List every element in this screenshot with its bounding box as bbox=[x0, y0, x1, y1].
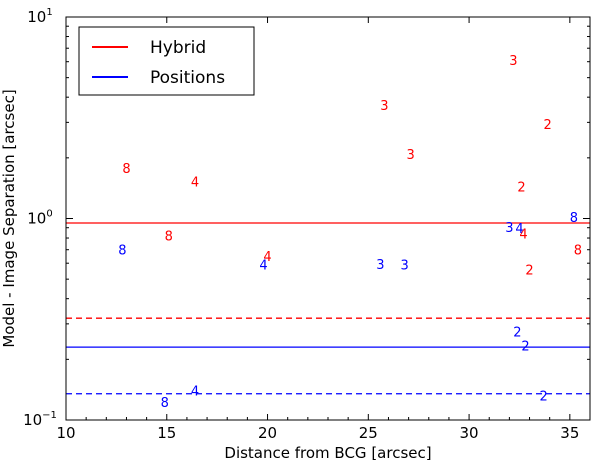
hybrid-point: 2 bbox=[544, 118, 552, 133]
x-tick-label: 10 bbox=[56, 424, 75, 442]
hybrid-point: 8 bbox=[574, 243, 582, 258]
x-tick-label: 30 bbox=[460, 424, 479, 442]
positions-point: 3 bbox=[376, 258, 384, 273]
y-tick-label: 101 bbox=[27, 7, 52, 26]
x-tick-label: 35 bbox=[560, 424, 579, 442]
positions-point: 8 bbox=[570, 211, 578, 226]
hybrid-point: 2 bbox=[525, 263, 533, 278]
positions-point: 8 bbox=[118, 243, 126, 258]
legend-box bbox=[78, 26, 255, 96]
positions-point: 4 bbox=[191, 384, 199, 399]
y-tick-label: 10−1 bbox=[23, 410, 57, 429]
positions-point: 4 bbox=[515, 222, 523, 237]
positions-point: 3 bbox=[505, 221, 513, 236]
y-tick-label: 100 bbox=[27, 209, 52, 228]
legend: Hybrid Positions bbox=[78, 26, 255, 96]
x-tick-label: 20 bbox=[258, 424, 277, 442]
positions-point: 2 bbox=[521, 340, 529, 355]
hybrid-point: 4 bbox=[519, 227, 527, 242]
hybrid-point: 8 bbox=[122, 162, 130, 177]
hybrid-point: 8 bbox=[165, 229, 173, 244]
x-tick-label: 15 bbox=[157, 424, 176, 442]
legend-label-hybrid: Hybrid bbox=[150, 38, 206, 58]
x-tick-label: 25 bbox=[359, 424, 378, 442]
axis-ticks: 10 15 20 25 30 35 10−1 100 101 bbox=[23, 7, 591, 442]
positions-point: 3 bbox=[400, 259, 408, 274]
hybrid-point: 3 bbox=[509, 54, 517, 69]
hybrid-point: 3 bbox=[380, 99, 388, 114]
hybrid-point: 4 bbox=[191, 176, 199, 191]
legend-label-positions: Positions bbox=[150, 68, 225, 88]
positions-point: 2 bbox=[540, 390, 548, 405]
positions-point: 2 bbox=[513, 326, 521, 341]
positions-point: 8 bbox=[161, 396, 169, 411]
hybrid-point: 3 bbox=[406, 148, 414, 163]
positions-point: 4 bbox=[259, 259, 267, 274]
hybrid-point: 2 bbox=[517, 180, 525, 195]
x-axis-label: Distance from BCG [arcsec] bbox=[224, 444, 431, 462]
y-axis-label: Model - Image Separation [arcsec] bbox=[0, 89, 18, 347]
hybrid-point: 4 bbox=[263, 250, 271, 265]
